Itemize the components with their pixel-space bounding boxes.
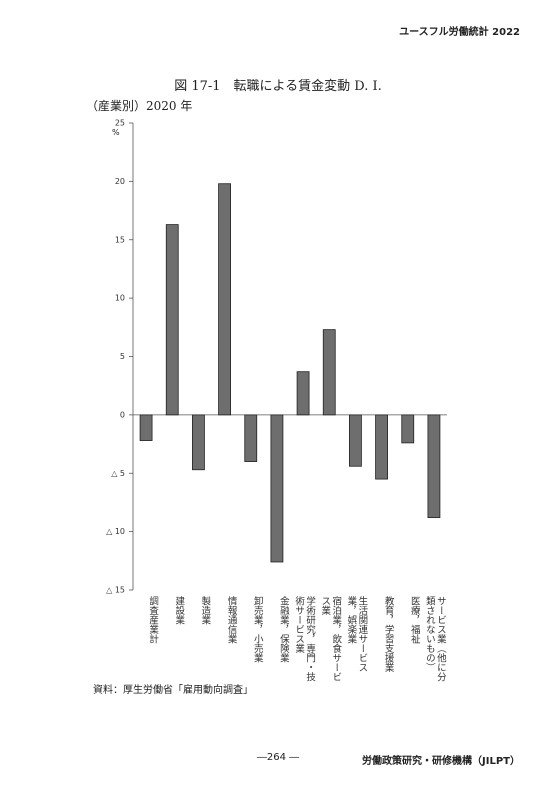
bar	[192, 414, 205, 471]
y-axis-label: %	[112, 128, 120, 137]
y-tick-label: 15	[115, 235, 125, 244]
x-tick-label: 学術研究，専門・技術サービス業	[293, 596, 316, 682]
x-tick-label: 卸売業，小売業	[251, 596, 263, 663]
y-tick-label: 5	[120, 352, 125, 361]
bar	[427, 414, 441, 519]
y-tick-label: △ 5	[111, 469, 125, 478]
x-tick-label: 情報通信業	[225, 596, 237, 644]
x-tick-label: 医療，福祉	[408, 596, 420, 644]
y-tick-label: 20	[115, 177, 125, 186]
x-tick-label: 金融業，保険業	[277, 596, 289, 663]
y-tick-label: 10	[115, 294, 125, 303]
x-tick-label: サービス業（他に分類されないもの）	[423, 596, 446, 682]
bar	[218, 183, 231, 416]
x-tick-label: 製造業	[199, 596, 211, 625]
x-tick-label: 教育，学習支援業	[382, 596, 394, 672]
bar	[375, 414, 388, 480]
bar	[270, 414, 284, 563]
bar	[244, 414, 258, 462]
page-number: ―264 ―	[256, 752, 300, 763]
source-note: 資料：厚生労働省「雇用動向調査」	[93, 685, 253, 696]
bar	[322, 329, 336, 416]
y-tick-label: 25	[115, 119, 125, 128]
chart-subtitle: （産業別）2020 年	[86, 99, 193, 113]
y-tick-label: 0	[120, 410, 125, 419]
y-tick-label: △ 15	[106, 586, 125, 595]
bar	[296, 371, 310, 416]
header: ユースフル労働統計 2022	[399, 27, 520, 38]
bar	[401, 414, 415, 444]
bar	[349, 414, 362, 467]
x-tick-label: 建設業	[173, 596, 185, 625]
chart-title: 図 17-1 転職による賃金変動 D. I.	[174, 79, 382, 94]
x-tick-label: 生活関連サービス業，娯楽業	[345, 596, 368, 672]
x-tick-label: 宿泊業，飲食サービス業	[319, 596, 342, 682]
y-tick-label: △ 10	[106, 527, 125, 536]
x-tick-label: 調査産業計	[147, 596, 159, 644]
bar	[139, 414, 153, 441]
bar	[165, 224, 179, 416]
publisher: 労働政策研究・研修機構（JILPT）	[362, 756, 520, 767]
